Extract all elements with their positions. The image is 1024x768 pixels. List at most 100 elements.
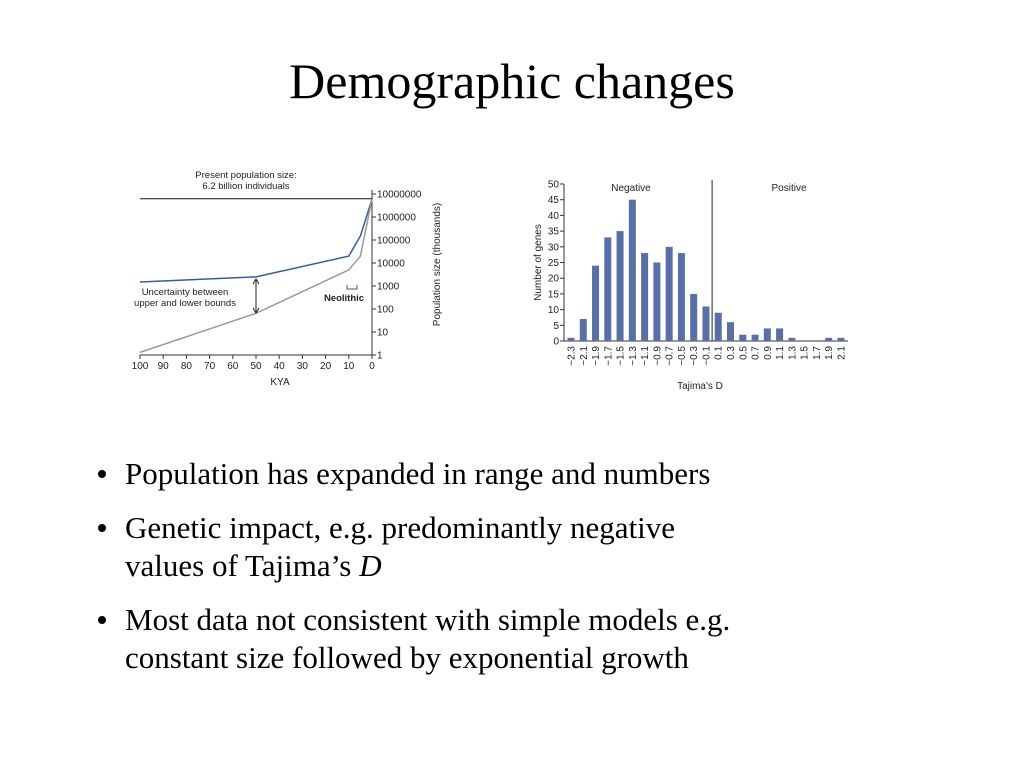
bar — [727, 322, 735, 341]
x-tick-label: −0.7 — [665, 346, 676, 366]
y-tick-label: 5 — [553, 321, 559, 332]
x-tick-label: 40 — [274, 361, 286, 372]
annotation: Uncertainty between — [142, 287, 229, 298]
x-tick-label: −0.1 — [701, 346, 712, 366]
y-tick-label: 100000 — [377, 236, 411, 247]
bullet-line: Genetic impact, e.g. predominantly negat… — [125, 510, 675, 545]
y-tick-label: 1 — [377, 351, 383, 362]
x-tick-label: 50 — [250, 361, 262, 372]
y-tick-label: 10 — [548, 305, 560, 316]
bullet-text: Population has expanded in range and num… — [125, 456, 710, 491]
annotation: Negative — [611, 183, 651, 194]
y-tick-label: 1000 — [377, 282, 400, 293]
x-tick-label: 1.1 — [775, 346, 786, 360]
bullet-line: Population has expanded in range and num… — [125, 456, 710, 491]
x-tick-label: −1.1 — [640, 346, 651, 366]
x-tick-label: 70 — [204, 361, 216, 372]
x-tick-label: −2.1 — [579, 346, 590, 366]
x-tick-label: 1.7 — [812, 346, 823, 360]
y-tick-label: 1000000 — [377, 213, 416, 224]
bullet-emphasis: D — [358, 548, 381, 583]
bullet-line: Most data not consistent with simple mod… — [125, 602, 730, 637]
x-tick-label: −1.9 — [591, 346, 602, 366]
bar — [837, 337, 845, 341]
y-tick-label: 30 — [548, 242, 560, 253]
y-axis-label: Population size (thousands) — [432, 203, 443, 326]
bullet-dot — [98, 524, 106, 532]
x-tick-label: −0.5 — [677, 346, 688, 366]
bar — [628, 199, 636, 341]
annotation: Positive — [771, 183, 806, 194]
x-tick-label: 2.1 — [836, 346, 847, 360]
x-tick-label: 60 — [227, 361, 239, 372]
bullet-line: values of Tajima’s — [125, 548, 351, 583]
y-axis-label: Number of genes — [533, 224, 544, 301]
bar — [763, 328, 771, 341]
y-tick-label: 45 — [548, 195, 560, 206]
y-tick-label: 50 — [548, 180, 560, 191]
x-tick-label: 0.3 — [726, 346, 737, 360]
x-tick-label: 90 — [158, 361, 170, 372]
x-axis-label: KYA — [270, 377, 290, 388]
y-tick-label: 0 — [553, 337, 559, 348]
x-tick-label: 1.9 — [824, 346, 835, 360]
bar — [641, 253, 649, 341]
series-line — [139, 198, 373, 354]
bar — [567, 337, 575, 341]
x-tick-label: 80 — [181, 361, 193, 372]
x-tick-label: 0.7 — [751, 346, 762, 360]
slide-title: Demographic changes — [289, 53, 735, 109]
x-tick-label: 20 — [320, 361, 332, 372]
y-tick-label: 100 — [377, 305, 394, 316]
x-tick-label: 0.9 — [763, 346, 774, 360]
annotation: Present population size: — [195, 170, 296, 181]
y-tick-label: 10 — [377, 328, 389, 339]
x-tick-label: 0 — [369, 361, 375, 372]
y-tick-label: 10000000 — [377, 190, 422, 201]
bar — [616, 231, 624, 341]
x-tick-label: 30 — [297, 361, 309, 372]
bar — [690, 293, 698, 341]
bullet-text: Most data not consistent with simple mod… — [125, 602, 730, 637]
bullet-line: constant size followed by exponential gr… — [125, 640, 689, 675]
y-tick-label: 20 — [548, 274, 560, 285]
bar — [592, 265, 600, 341]
x-tick-label: 10 — [343, 361, 355, 372]
bullet-dot — [98, 616, 106, 624]
x-tick-label: −1.3 — [628, 346, 639, 366]
annotation: upper and lower bounds — [134, 298, 236, 309]
y-tick-label: 15 — [548, 289, 560, 300]
y-tick-label: 35 — [548, 227, 560, 238]
bar — [677, 253, 685, 341]
x-tick-label: −1.7 — [603, 346, 614, 366]
series-line — [139, 198, 373, 283]
y-tick-label: 10000 — [377, 259, 405, 270]
x-tick-label: −0.3 — [689, 346, 700, 366]
bar — [788, 337, 796, 341]
x-tick-label: 1.5 — [800, 346, 811, 360]
bar — [776, 328, 784, 341]
x-axis-label: Tajima's D — [677, 381, 723, 392]
bar — [653, 262, 661, 341]
bar — [751, 334, 759, 341]
bar — [714, 312, 722, 341]
x-tick-label: 0.1 — [714, 346, 725, 360]
bullet-dot — [98, 470, 106, 478]
bullet-text: constant size followed by exponential gr… — [125, 640, 689, 675]
x-tick-label: −1.5 — [616, 346, 627, 366]
bullet-text: values of Tajima’s D — [125, 548, 382, 583]
neolithic-bracket — [346, 285, 358, 290]
annotation: Neolithic — [324, 293, 364, 304]
bar — [825, 337, 833, 341]
bar — [604, 237, 612, 341]
x-tick-label: −0.9 — [652, 346, 663, 366]
arrowheads — [252, 278, 260, 314]
x-tick-label: 100 — [132, 361, 149, 372]
bar — [665, 246, 673, 341]
x-tick-label: −2.3 — [567, 346, 578, 366]
x-tick-label: 1.3 — [787, 346, 798, 360]
y-tick-label: 25 — [548, 258, 560, 269]
y-tick-label: 40 — [548, 211, 560, 222]
bar — [579, 319, 587, 341]
